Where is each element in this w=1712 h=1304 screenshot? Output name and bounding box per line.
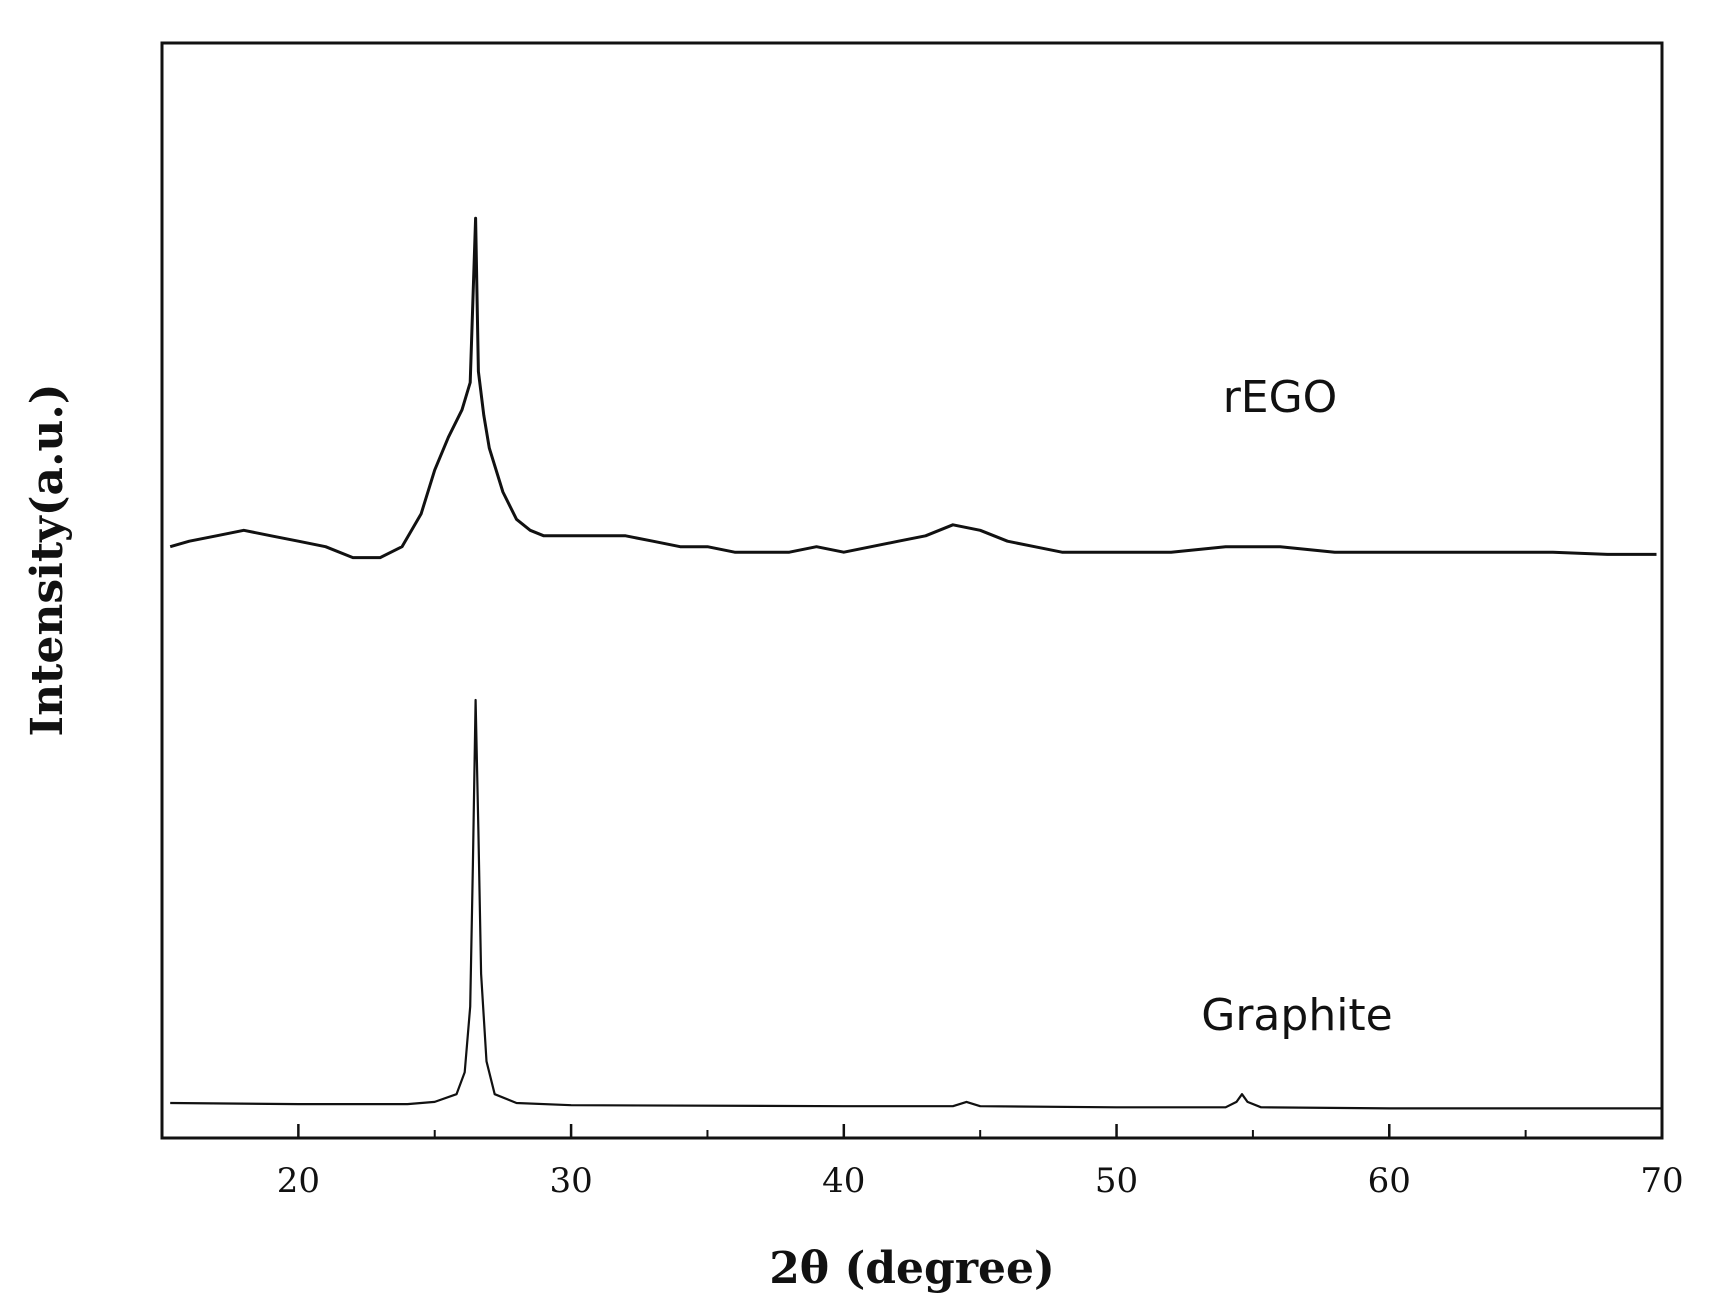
- series-label-rego: rEGO: [1223, 372, 1338, 423]
- series-line-rego: [169, 216, 1657, 560]
- x-tick-label: 40: [822, 1161, 865, 1201]
- x-axis-title: 2θ (degree): [769, 1243, 1055, 1294]
- x-tick-label: 30: [549, 1161, 592, 1201]
- x-axis-ticks: 20 30 40 50 60 70: [277, 1124, 1684, 1201]
- plot-frame: [160, 41, 1664, 1140]
- series-line-graphite: [170, 698, 1662, 1110]
- series-lines: [169, 216, 1662, 1110]
- y-axis-title: Intensity(a.u.): [22, 383, 73, 736]
- x-tick-label: 60: [1368, 1161, 1411, 1201]
- x-tick-label: 70: [1640, 1161, 1683, 1201]
- series-label-graphite: Graphite: [1201, 990, 1393, 1041]
- x-tick-label: 50: [1095, 1161, 1138, 1201]
- x-tick-label: 20: [277, 1161, 320, 1201]
